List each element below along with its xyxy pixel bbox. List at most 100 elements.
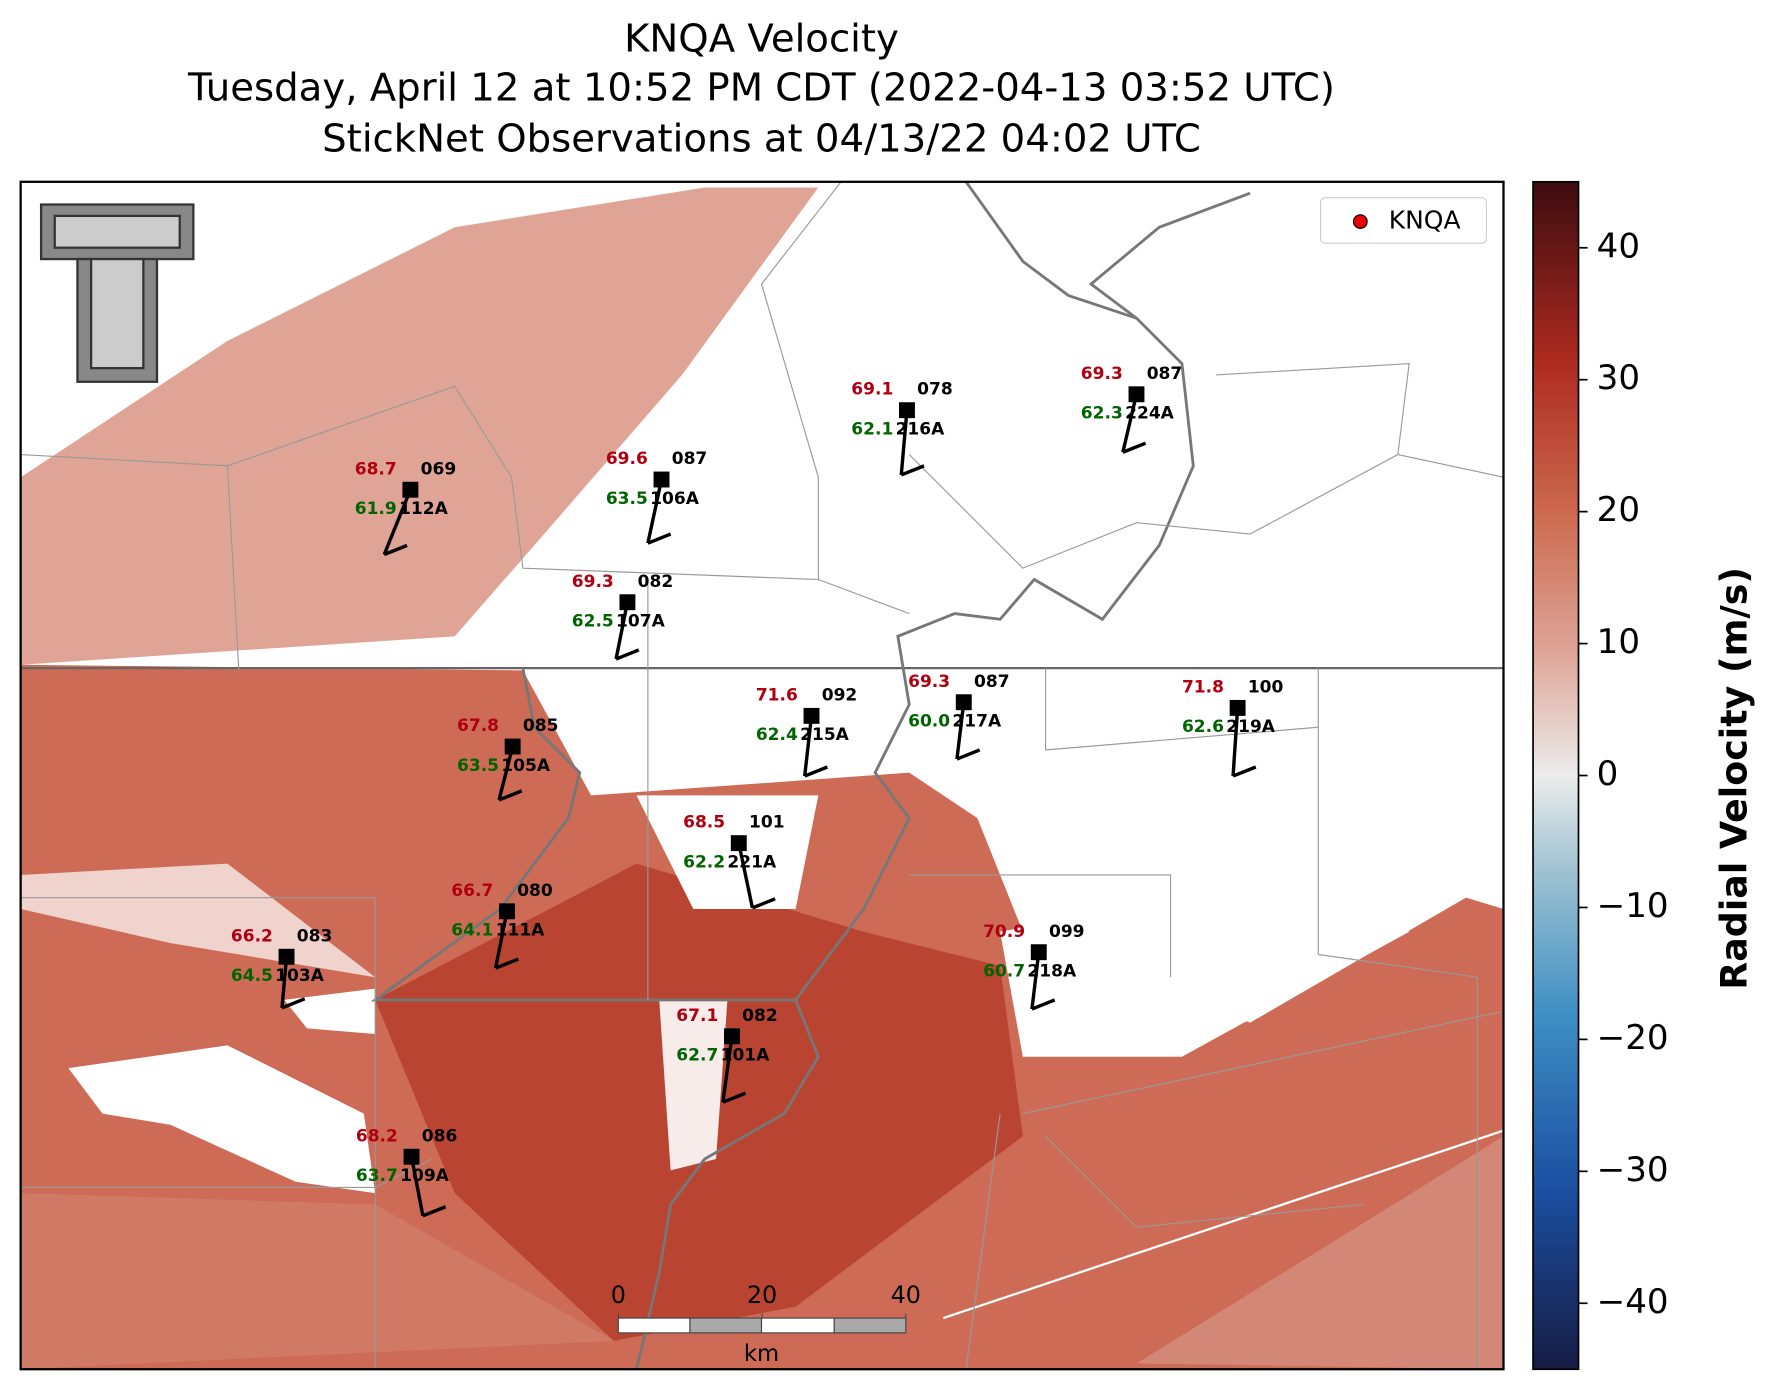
wind-flag (751, 897, 776, 910)
temperature: 68.7 (355, 459, 397, 479)
station: 69.6 087 63.5 106A (606, 449, 707, 545)
station-marker (499, 903, 515, 920)
wind-flag (1232, 765, 1257, 778)
wind-flag (647, 532, 672, 545)
pressure-code: 078 (917, 380, 953, 400)
station: 69.3 087 60.0 217A (908, 672, 1010, 761)
temperature: 71.8 (1182, 677, 1224, 697)
station-marker (730, 835, 747, 852)
colorbar-tick-label: −20 (1597, 1018, 1669, 1058)
pressure-code: 082 (742, 1006, 778, 1026)
station-id: 221A (727, 852, 777, 872)
station-id: 107A (616, 612, 666, 632)
station: 66.7 080 64.1 111A (451, 881, 553, 970)
wind-barb (1030, 952, 1041, 1010)
temperature: 69.3 (572, 572, 614, 592)
pressure-code: 082 (638, 572, 674, 592)
wind-barb (493, 910, 509, 969)
station-id: 103A (275, 966, 325, 986)
temperature: 66.7 (451, 881, 493, 901)
wind-flag (281, 997, 306, 1010)
wind-barb (721, 1036, 734, 1103)
colorbar-tick-label: −40 (1597, 1282, 1669, 1322)
temperature: 67.8 (457, 716, 499, 736)
subtitle: Tuesday, April 12 at 10:52 PM CDT (2022-… (187, 65, 1335, 110)
dewpoint: 62.4 (756, 725, 798, 745)
station-marker (402, 481, 419, 498)
station-marker (278, 948, 295, 965)
station-id: 215A (800, 725, 850, 745)
pressure-code: 087 (1147, 364, 1183, 384)
temperature: 69.3 (908, 672, 950, 692)
station: 69.3 082 62.5 107A (572, 572, 674, 661)
wind-barb (1231, 707, 1240, 777)
station-id: 106A (650, 489, 700, 509)
station: 66.2 083 64.5 103A (231, 926, 333, 1010)
legend-label: KNQA (1389, 206, 1461, 235)
dewpoint: 63.5 (606, 489, 648, 509)
pressure-code: 080 (517, 881, 553, 901)
title: KNQA Velocity (624, 16, 899, 61)
pressure-code: 099 (1049, 922, 1085, 942)
pressure-code: 086 (422, 1126, 458, 1146)
dewpoint: 60.0 (908, 712, 950, 732)
station-marker (619, 594, 636, 611)
dewpoint: 61.9 (355, 499, 397, 519)
station-marker (803, 707, 820, 724)
wind-flag (900, 464, 925, 477)
pressure-code: 092 (822, 685, 858, 705)
colorbar-tick-label: −10 (1597, 886, 1669, 926)
station-id: 224A (1125, 404, 1175, 424)
boundaries (20, 181, 1504, 1370)
obs-line: StickNet Observations at 04/13/22 04:02 … (322, 116, 1201, 161)
legend: KNQA (1319, 197, 1488, 244)
dewpoint: 62.6 (1182, 717, 1224, 737)
wind-barb (614, 601, 630, 660)
dewpoint: 62.2 (683, 852, 725, 872)
station-marker (898, 402, 915, 419)
station-marker (955, 694, 972, 711)
station-marker (504, 738, 521, 755)
station-id: 218A (1027, 962, 1077, 982)
wind-barb (737, 842, 755, 909)
station-marker (653, 471, 670, 488)
station-id: 111A (496, 921, 546, 941)
wind-flag (1031, 998, 1056, 1011)
temperature: 69.1 (851, 380, 893, 400)
wind-barb (497, 746, 515, 801)
station: 69.3 087 62.3 224A (1081, 364, 1183, 454)
dewpoint: 64.5 (231, 966, 273, 986)
wind-barb (955, 702, 966, 760)
wind-flag (498, 789, 523, 802)
temperature: 67.1 (676, 1006, 718, 1026)
pressure-code: 083 (297, 926, 333, 946)
station-id: 219A (1226, 717, 1276, 737)
colorbar (1532, 180, 1580, 1371)
station-id: 216A (896, 420, 946, 440)
wind-barb (409, 1156, 425, 1217)
pressure-code: 101 (749, 813, 785, 833)
wind-barb (646, 479, 664, 544)
station: 67.8 085 63.5 105A (457, 716, 559, 802)
station: 68.2 086 63.7 109A (356, 1126, 458, 1218)
station-marker (1030, 944, 1047, 961)
station-marker (403, 1148, 420, 1165)
pressure-code: 100 (1248, 677, 1284, 697)
colorbar-tick-label: −30 (1597, 1150, 1669, 1190)
wind-flag (422, 1205, 447, 1218)
pressure-code: 087 (974, 672, 1010, 692)
wind-flag (722, 1091, 747, 1104)
temperature: 66.2 (231, 926, 273, 946)
scale-tick-label: 20 (747, 1281, 777, 1309)
dewpoint: 64.1 (451, 921, 493, 941)
wind-flag (615, 648, 640, 661)
temperature: 71.6 (756, 685, 798, 705)
pressure-code: 085 (523, 716, 559, 736)
scale-unit: km (744, 1341, 779, 1367)
temperature: 69.6 (606, 449, 648, 469)
wind-flag (383, 543, 408, 557)
scale-tick-label: 40 (891, 1281, 921, 1309)
station: 69.1 078 62.1 216A (851, 380, 953, 477)
scale-bar: 0 20 40 km (611, 1281, 921, 1367)
